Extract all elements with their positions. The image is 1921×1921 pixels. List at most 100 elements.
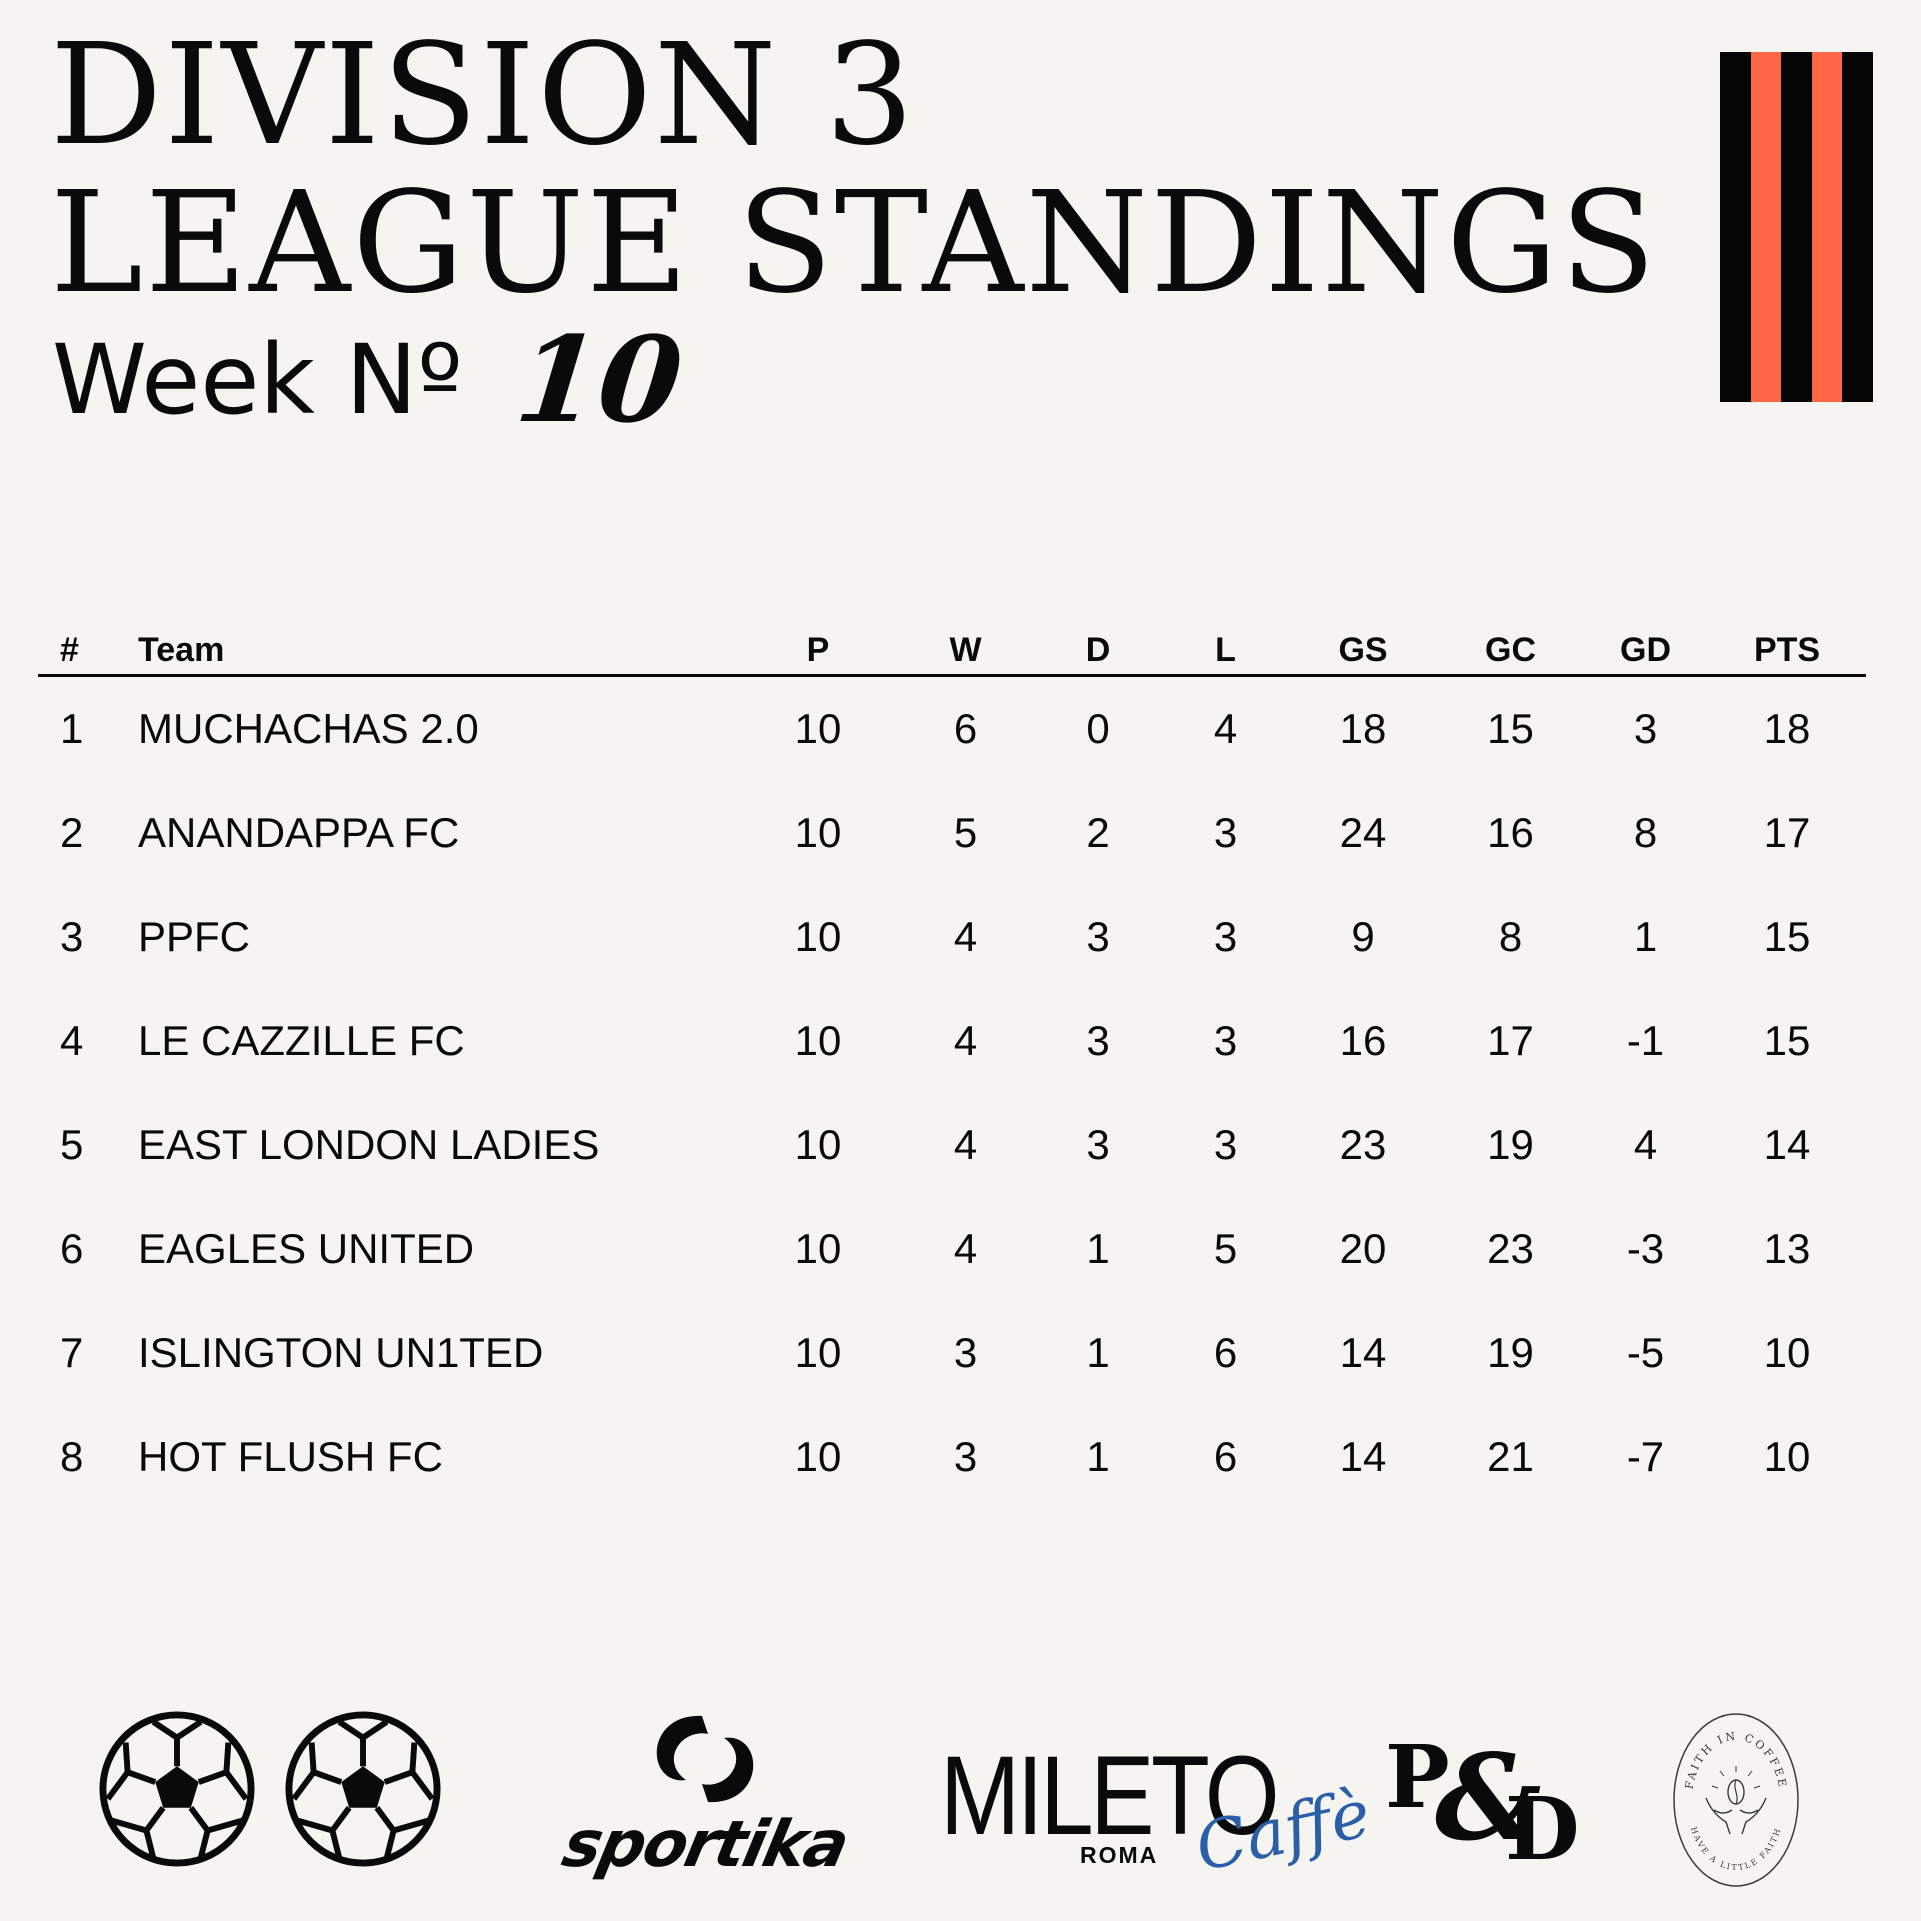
- cell-goals-conceded: 8: [1498, 913, 1523, 960]
- cell-goals-conceded: 23: [1487, 1225, 1534, 1272]
- cell-drawn: 3: [1086, 1017, 1110, 1064]
- cell-points: 13: [1763, 1225, 1811, 1272]
- pd-logo: P & D: [1385, 1735, 1595, 1875]
- cell-points: 14: [1763, 1121, 1811, 1168]
- cell-position: 6: [60, 1225, 84, 1272]
- sportika-swirl-icon: [656, 1715, 754, 1803]
- cell-played: 10: [794, 705, 842, 752]
- cell-played: 10: [794, 913, 842, 960]
- cell-team: LE CAZZILLE FC: [138, 1017, 465, 1064]
- cell-goals-conceded: 19: [1487, 1121, 1534, 1168]
- column-header-position: #: [38, 620, 138, 677]
- column-header-goal-difference: GD: [1583, 620, 1708, 677]
- cell-drawn: 0: [1086, 705, 1110, 752]
- cell-drawn: 2: [1086, 809, 1110, 856]
- cell-points: 17: [1763, 809, 1811, 856]
- cell-played: 10: [794, 1017, 842, 1064]
- week-label: Week Nº: [52, 324, 463, 436]
- column-header-team: Team: [138, 620, 738, 677]
- stripe-orange: [1811, 52, 1843, 402]
- cell-position: 4: [60, 1017, 84, 1064]
- cell-lost: 3: [1213, 913, 1238, 960]
- column-header-played: P: [738, 620, 898, 677]
- standings-table: # Team P W D L GS GC GD PTS 1 MUCHACHAS …: [38, 620, 1866, 1509]
- cell-team: EAGLES UNITED: [138, 1225, 475, 1272]
- football-icon: [285, 1711, 441, 1867]
- cell-team: ISLINGTON UN1TED: [138, 1329, 544, 1376]
- cell-team: PPFC: [138, 913, 251, 960]
- cell-goal-difference: -5: [1626, 1329, 1665, 1376]
- cell-goals-scored: 23: [1339, 1121, 1387, 1168]
- open-hands-icon: [1705, 1797, 1767, 1835]
- cell-drawn: 1: [1086, 1433, 1110, 1480]
- football-icon: [99, 1711, 255, 1867]
- table-header-row: # Team P W D L GS GC GD PTS: [38, 620, 1866, 677]
- cell-goals-conceded: 16: [1487, 809, 1534, 856]
- column-header-goals-conceded: GC: [1438, 620, 1583, 677]
- sportika-logo: sportika: [540, 1710, 870, 1882]
- mileto-wordmark: MILETO: [940, 1733, 1280, 1858]
- sponsor-strip: sportika MILETO ROMA Caffè P & D FAITH I…: [0, 1690, 1921, 1890]
- cell-drawn: 1: [1086, 1329, 1110, 1376]
- table-row: 8 HOT FLUSH FC 10 3 1 6 14 21 -7 10: [38, 1405, 1866, 1509]
- faith-bottom-text: HAVE A LITTLE FAITH: [1689, 1826, 1781, 1872]
- cell-goal-difference: -7: [1626, 1433, 1665, 1480]
- cell-played: 10: [794, 809, 842, 856]
- cell-won: 3: [953, 1329, 978, 1376]
- cell-goals-conceded: 17: [1487, 1017, 1534, 1064]
- cell-goal-difference: -1: [1626, 1017, 1665, 1064]
- cell-goals-scored: 24: [1339, 809, 1387, 856]
- cell-team: ANANDAPPA FC: [138, 809, 460, 856]
- cell-won: 4: [953, 913, 978, 960]
- cell-lost: 4: [1213, 705, 1238, 752]
- cell-drawn: 1: [1086, 1225, 1110, 1272]
- pd-letter-p: P: [1385, 1727, 1450, 1828]
- cell-won: 3: [953, 1433, 978, 1480]
- stripe-black: [1781, 52, 1812, 402]
- table-row: 3 PPFC 10 4 3 3 9 8 1 15: [38, 885, 1866, 989]
- cell-lost: 3: [1213, 1121, 1238, 1168]
- cell-position: 1: [60, 705, 84, 752]
- mileto-logo: MILETO ROMA Caffè: [940, 1733, 1377, 1890]
- cell-played: 10: [794, 1433, 842, 1480]
- week-indicator: Week Nº 10: [52, 310, 688, 449]
- cell-points: 10: [1763, 1329, 1811, 1376]
- pd-ampersand: &: [1435, 1728, 1542, 1867]
- cell-lost: 5: [1213, 1225, 1238, 1272]
- cell-drawn: 3: [1086, 913, 1110, 960]
- cell-points: 15: [1763, 1017, 1811, 1064]
- cell-won: 4: [953, 1121, 978, 1168]
- cell-goal-difference: 3: [1633, 705, 1658, 752]
- cell-points: 10: [1763, 1433, 1811, 1480]
- table-row: 5 EAST LONDON LADIES 10 4 3 3 23 19 4 14: [38, 1093, 1866, 1197]
- column-header-drawn: D: [1033, 620, 1163, 677]
- cell-position: 3: [60, 913, 84, 960]
- cell-position: 8: [60, 1433, 84, 1480]
- cell-lost: 6: [1213, 1329, 1238, 1376]
- cell-position: 7: [60, 1329, 84, 1376]
- cell-goal-difference: 4: [1633, 1121, 1658, 1168]
- column-header-points: PTS: [1708, 620, 1866, 677]
- cell-position: 2: [60, 809, 84, 856]
- cell-won: 4: [953, 1225, 978, 1272]
- column-header-goals-scored: GS: [1288, 620, 1438, 677]
- cell-position: 5: [60, 1121, 84, 1168]
- pd-letter-d: D: [1505, 1779, 1580, 1880]
- stripe-orange: [1750, 52, 1782, 402]
- cell-played: 10: [794, 1329, 842, 1376]
- cell-goal-difference: -3: [1626, 1225, 1665, 1272]
- cell-goals-scored: 16: [1339, 1017, 1387, 1064]
- cell-lost: 3: [1213, 809, 1238, 856]
- cell-goals-conceded: 21: [1487, 1433, 1534, 1480]
- table-row: 1 MUCHACHAS 2.0 10 6 0 4 18 15 3 18: [38, 676, 1866, 782]
- cell-goal-difference: 1: [1633, 913, 1658, 960]
- cell-team: MUCHACHAS 2.0: [138, 705, 479, 752]
- coffee-bean-icon: [1711, 1766, 1761, 1805]
- cell-goals-scored: 20: [1339, 1225, 1387, 1272]
- page-title: DIVISION 3 LEAGUE STANDINGS: [50, 22, 1658, 318]
- mileto-city: ROMA: [1080, 1842, 1159, 1868]
- title-line-division: DIVISION 3: [50, 14, 917, 177]
- column-header-won: W: [898, 620, 1033, 677]
- cell-goals-scored: 14: [1339, 1433, 1387, 1480]
- cell-points: 18: [1763, 705, 1811, 752]
